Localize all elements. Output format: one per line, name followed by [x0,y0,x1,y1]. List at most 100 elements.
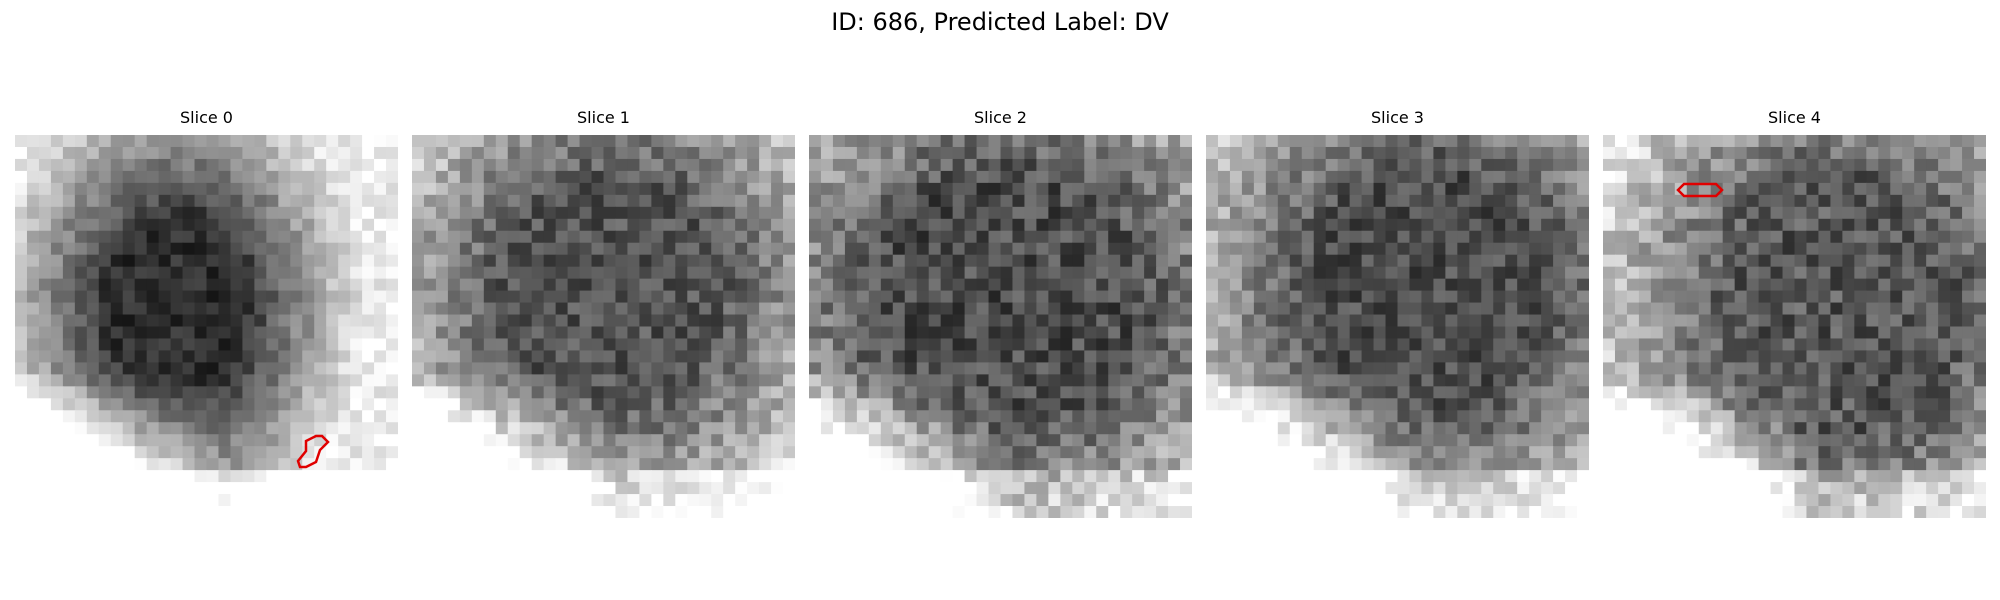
pixel [1746,410,1760,423]
pixel [579,326,593,340]
pixel [1241,254,1255,268]
pixel [1962,326,1975,340]
pixel [735,470,748,483]
pixel [1529,506,1542,518]
pixel [290,374,303,387]
pixel [1806,398,1820,411]
pixel [242,314,255,328]
pixel [218,266,232,280]
pixel [1950,194,1963,208]
pixel [1842,386,1855,399]
pixel [1565,158,1578,172]
pixel [483,458,497,471]
pixel [170,410,184,423]
pixel [1024,230,1038,244]
pixel [928,278,942,292]
pixel [1614,170,1628,184]
pixel [1650,194,1664,208]
pixel [495,362,509,375]
pixel [1180,266,1192,280]
pixel [1060,350,1073,364]
pixel [1457,206,1470,220]
pixel [699,398,712,411]
pixel [699,374,712,387]
pixel [1397,314,1411,328]
pixel [1902,170,1915,184]
pixel [1553,338,1566,352]
pixel [50,230,64,244]
pixel [86,182,100,196]
pixel [615,158,629,172]
pixel [1481,398,1494,411]
pixel [1108,326,1121,340]
pixel [1974,374,1986,387]
pixel [1938,170,1951,184]
pixel [1036,182,1049,196]
pixel [1108,278,1121,292]
pixel [459,266,473,280]
pixel [783,230,795,244]
pixel [1060,170,1073,184]
pixel [1084,170,1097,184]
pixel [928,338,942,352]
pixel [627,218,641,232]
pixel [1000,434,1014,447]
pixel [1385,170,1399,184]
pixel [723,278,736,292]
pixel [940,182,954,196]
pixel [759,194,772,208]
pixel [1674,410,1688,423]
pixel [880,422,894,435]
pixel [206,470,220,483]
pixel [627,470,641,483]
pixel [964,158,978,172]
pixel [483,374,497,387]
pixel [1361,135,1375,148]
pixel [423,446,437,459]
pixel [711,386,724,399]
pixel [62,494,76,507]
pixel [1206,482,1219,495]
pixel [338,218,351,232]
pixel [1445,458,1458,471]
pixel [940,338,954,352]
pixel [1277,506,1291,518]
pixel [1614,290,1628,304]
pixel [928,422,942,435]
pixel [892,218,906,232]
pixel [603,230,617,244]
pixel [952,158,966,172]
pixel [639,410,652,423]
pixel [1036,206,1049,220]
pixel [976,314,990,328]
pixel [723,374,736,387]
pixel [1084,470,1097,483]
pixel [1277,350,1291,364]
pixel [651,326,664,340]
pixel [98,494,112,507]
pixel [1313,506,1327,518]
pixel [1662,386,1676,399]
pixel [771,482,784,495]
pixel [302,206,315,220]
pixel [412,362,425,375]
pixel [1926,135,1939,148]
pixel [1650,398,1664,411]
pixel [675,350,688,364]
pixel [1926,350,1939,364]
pixel [1890,398,1903,411]
pixel [627,326,641,340]
pixel [809,386,822,399]
pixel [759,218,772,232]
pixel [892,458,906,471]
pixel [663,290,676,304]
pixel [495,398,509,411]
pixel [1144,326,1157,340]
pixel [459,494,473,507]
pixel [1301,266,1315,280]
pixel [832,326,846,340]
pixel [507,182,521,196]
pixel [1734,230,1748,244]
pixel [278,278,291,292]
pixel [1505,170,1518,184]
